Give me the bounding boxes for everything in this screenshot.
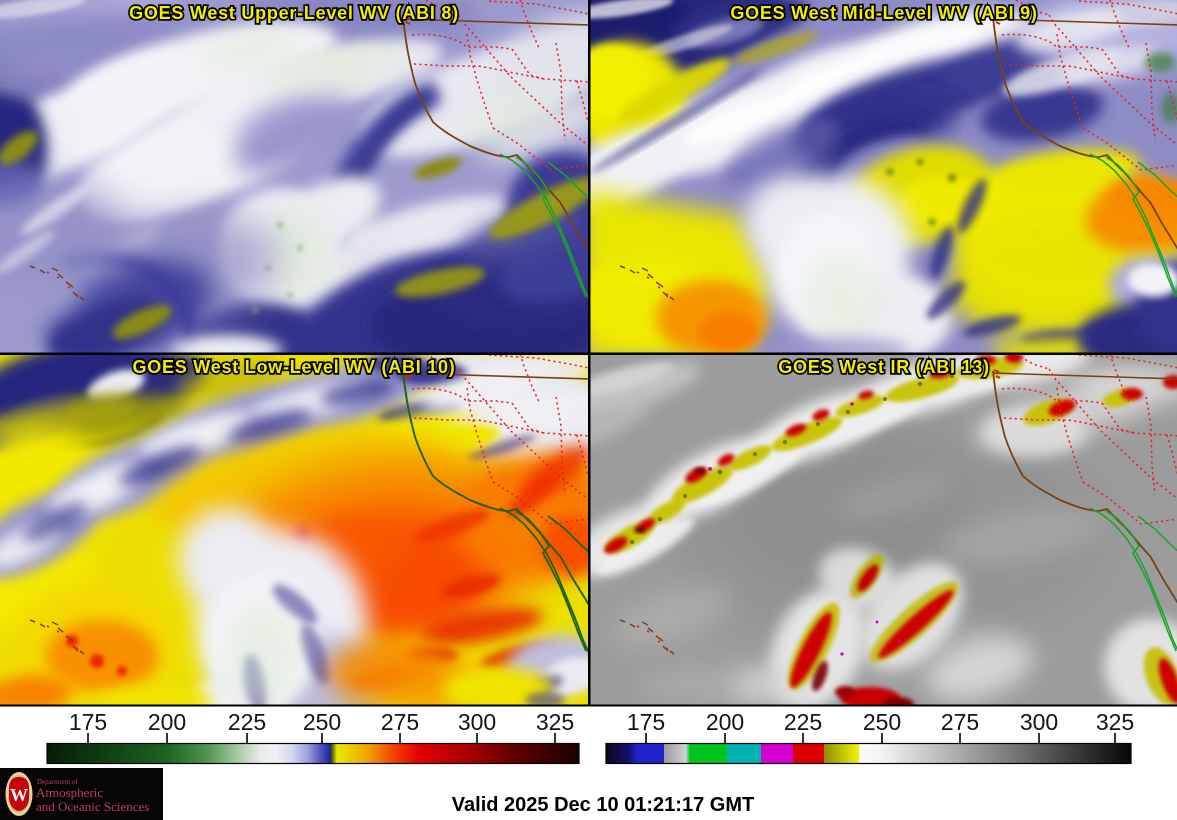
svg-text:325: 325 bbox=[536, 709, 574, 735]
svg-text:175: 175 bbox=[627, 709, 665, 735]
svg-text:Valid 2025 Dec 10 01:21:17 GMT: Valid 2025 Dec 10 01:21:17 GMT bbox=[452, 794, 754, 816]
svg-text:200: 200 bbox=[706, 709, 744, 735]
svg-text:W: W bbox=[10, 785, 28, 805]
svg-text:and Oceanic Sciences: and Oceanic Sciences bbox=[36, 799, 149, 814]
svg-text:175: 175 bbox=[69, 709, 107, 735]
svg-text:275: 275 bbox=[941, 709, 979, 735]
svg-text:Department of: Department of bbox=[37, 778, 78, 786]
svg-text:Atmospheric: Atmospheric bbox=[36, 785, 103, 800]
svg-text:225: 225 bbox=[784, 709, 822, 735]
svg-text:325: 325 bbox=[1096, 709, 1134, 735]
svg-text:GOES West Mid-Level WV (ABI 9): GOES West Mid-Level WV (ABI 9) bbox=[730, 3, 1037, 23]
svg-text:GOES West Low-Level WV (ABI 10: GOES West Low-Level WV (ABI 10) bbox=[133, 357, 456, 377]
svg-text:250: 250 bbox=[863, 709, 901, 735]
svg-text:300: 300 bbox=[1020, 709, 1058, 735]
svg-text:GOES West IR (ABI 13): GOES West IR (ABI 13) bbox=[778, 357, 989, 377]
svg-text:GOES West Upper-Level WV (ABI: GOES West Upper-Level WV (ABI 8) bbox=[129, 3, 459, 23]
svg-text:225: 225 bbox=[228, 709, 266, 735]
svg-text:275: 275 bbox=[381, 709, 419, 735]
svg-text:300: 300 bbox=[458, 709, 496, 735]
svg-text:250: 250 bbox=[303, 709, 341, 735]
svg-text:200: 200 bbox=[148, 709, 186, 735]
